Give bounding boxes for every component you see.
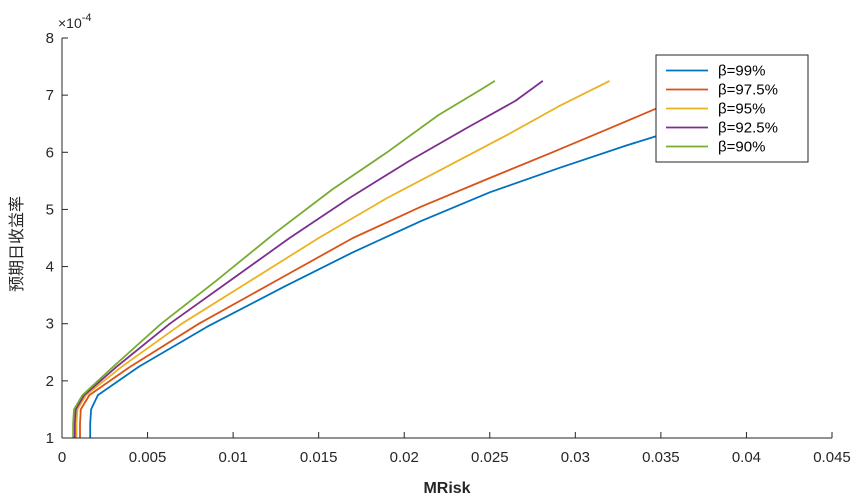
series-line-1 — [89, 120, 704, 438]
y-tick-label: 3 — [46, 316, 54, 333]
series-line-4 — [73, 80, 544, 438]
series-lines — [72, 80, 705, 438]
x-tick-label: 0.015 — [300, 449, 338, 466]
legend-label: β=99% — [718, 63, 765, 80]
series-line-5 — [72, 80, 496, 438]
y-tick-label: 2 — [46, 373, 54, 390]
legend-label: β=97.5% — [718, 82, 778, 99]
x-tick-label: 0 — [58, 449, 66, 466]
legend: β=99% β=97.5% β=95% β=92.5% β=90% — [655, 54, 809, 163]
axes — [61, 38, 832, 439]
x-axis-label: MRisk — [423, 480, 470, 497]
y-tick-label: 7 — [46, 87, 54, 104]
y-axis-exponent: ×10-4 — [58, 12, 92, 31]
legend-label: β=92.5% — [718, 120, 778, 137]
legend-label: β=95% — [718, 101, 765, 118]
y-tick-label: 8 — [46, 30, 54, 47]
x-tick-label: 0.04 — [732, 449, 761, 466]
y-tick-label: 1 — [46, 430, 54, 447]
y-tick-label: 6 — [46, 144, 54, 161]
tick-marks: 0 0.005 0.01 0.015 0.02 0.025 0.03 0.035 0.04 0.0… — [46, 30, 851, 466]
series-line-2 — [79, 88, 705, 438]
y-tick-label: 5 — [46, 201, 54, 218]
x-tick-label: 0.03 — [561, 449, 590, 466]
x-tick-label: 0.025 — [471, 449, 509, 466]
x-tick-label: 0.01 — [219, 449, 248, 466]
x-tick-label: 0.035 — [642, 449, 680, 466]
legend-label: β=90% — [718, 139, 765, 156]
x-tick-label: 0.045 — [813, 449, 851, 466]
series-line-3 — [75, 80, 611, 438]
y-axis-label: 预期日收益率 — [7, 196, 26, 292]
y-tick-label: 4 — [46, 259, 54, 276]
x-tick-label: 0.005 — [129, 449, 167, 466]
x-tick-label: 0.02 — [390, 449, 419, 466]
